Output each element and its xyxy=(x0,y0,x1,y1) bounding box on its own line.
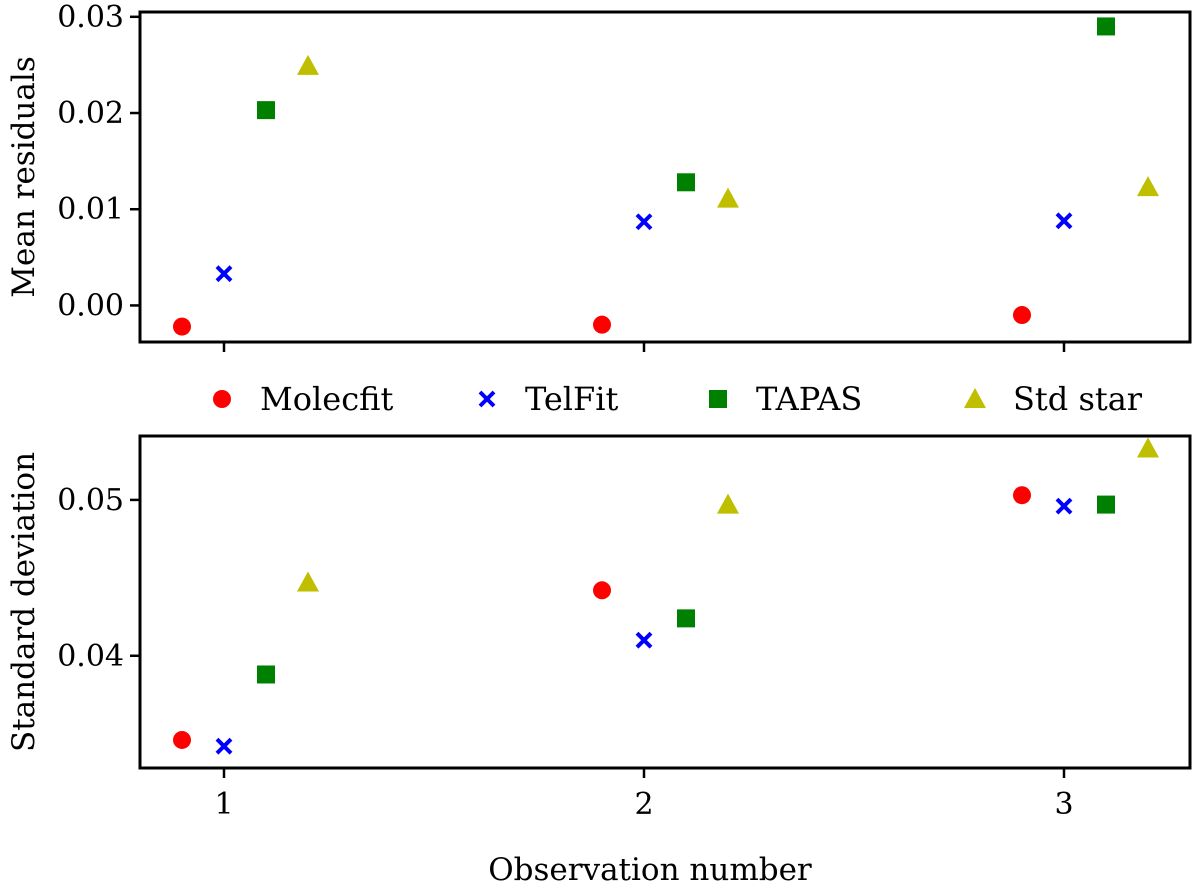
data-point xyxy=(215,737,233,755)
data-point xyxy=(717,187,739,208)
y-tick-label: 0.00 xyxy=(57,288,124,323)
data-point xyxy=(1097,17,1115,36)
data-point xyxy=(1013,306,1031,325)
x-tick-label: 3 xyxy=(1054,787,1073,822)
x-axis-label: Observation number xyxy=(488,852,812,888)
plot-frame xyxy=(138,434,1192,770)
data-point xyxy=(173,317,191,336)
y-tick-label: 0.02 xyxy=(57,96,124,131)
data-point xyxy=(1137,176,1159,197)
series-std-star xyxy=(297,437,1159,592)
legend-label: Molecfit xyxy=(260,380,393,418)
legend: Molecfit TelFit TAPAS Std star xyxy=(213,380,1143,418)
data-point xyxy=(1137,437,1159,458)
data-point xyxy=(1055,212,1073,230)
series-tapas xyxy=(257,495,1115,684)
y-tick-label: 0.04 xyxy=(57,639,124,674)
data-point xyxy=(1097,495,1115,514)
data-point xyxy=(173,730,191,749)
series-telfit xyxy=(215,212,1073,283)
legend-entry: TAPAS xyxy=(709,380,862,418)
data-point xyxy=(215,265,233,283)
y-tick-label: 0.05 xyxy=(57,483,124,518)
data-point xyxy=(297,571,319,592)
legend-entry: TelFit xyxy=(478,380,618,418)
data-point xyxy=(635,631,653,649)
legend-label: TAPAS xyxy=(756,380,862,418)
data-point xyxy=(593,581,611,600)
data-point xyxy=(717,493,739,514)
series-molecfit xyxy=(173,486,1031,749)
legend-marker xyxy=(213,390,231,408)
legend-entry: Molecfit xyxy=(213,380,393,418)
y-tick-label: 0.01 xyxy=(57,192,124,227)
chart-panel-bottom: 0.04 0.05 1 2 3 Standard deviation Observation… xyxy=(6,434,1192,888)
x-tick-label: 2 xyxy=(634,787,653,822)
series-molecfit xyxy=(173,306,1031,336)
legend-label: TelFit xyxy=(525,380,618,418)
series-tapas xyxy=(257,17,1115,192)
data-point xyxy=(677,609,695,628)
y-tick-label: 0.03 xyxy=(57,0,124,35)
legend-marker xyxy=(709,390,727,408)
legend-marker xyxy=(964,388,986,408)
data-point xyxy=(297,54,319,75)
data-point xyxy=(635,213,653,231)
y-axis-label: Standard deviation xyxy=(6,452,42,752)
legend-label: Std star xyxy=(1013,380,1143,418)
series-telfit xyxy=(215,497,1073,755)
x-tick-label: 1 xyxy=(214,787,233,822)
y-axis-label: Mean residuals xyxy=(6,56,42,298)
legend-marker xyxy=(478,390,496,408)
data-point xyxy=(257,101,275,120)
data-point xyxy=(257,665,275,684)
data-point xyxy=(1055,497,1073,515)
data-point xyxy=(593,315,611,334)
legend-entry: Std star xyxy=(964,380,1143,418)
plot-frame xyxy=(138,10,1192,344)
data-point xyxy=(677,173,695,192)
data-point xyxy=(1013,486,1031,505)
series-std-star xyxy=(297,54,1159,208)
chart-panel-top: 0.00 0.01 0.02 0.03 Mean residuals xyxy=(6,0,1192,352)
